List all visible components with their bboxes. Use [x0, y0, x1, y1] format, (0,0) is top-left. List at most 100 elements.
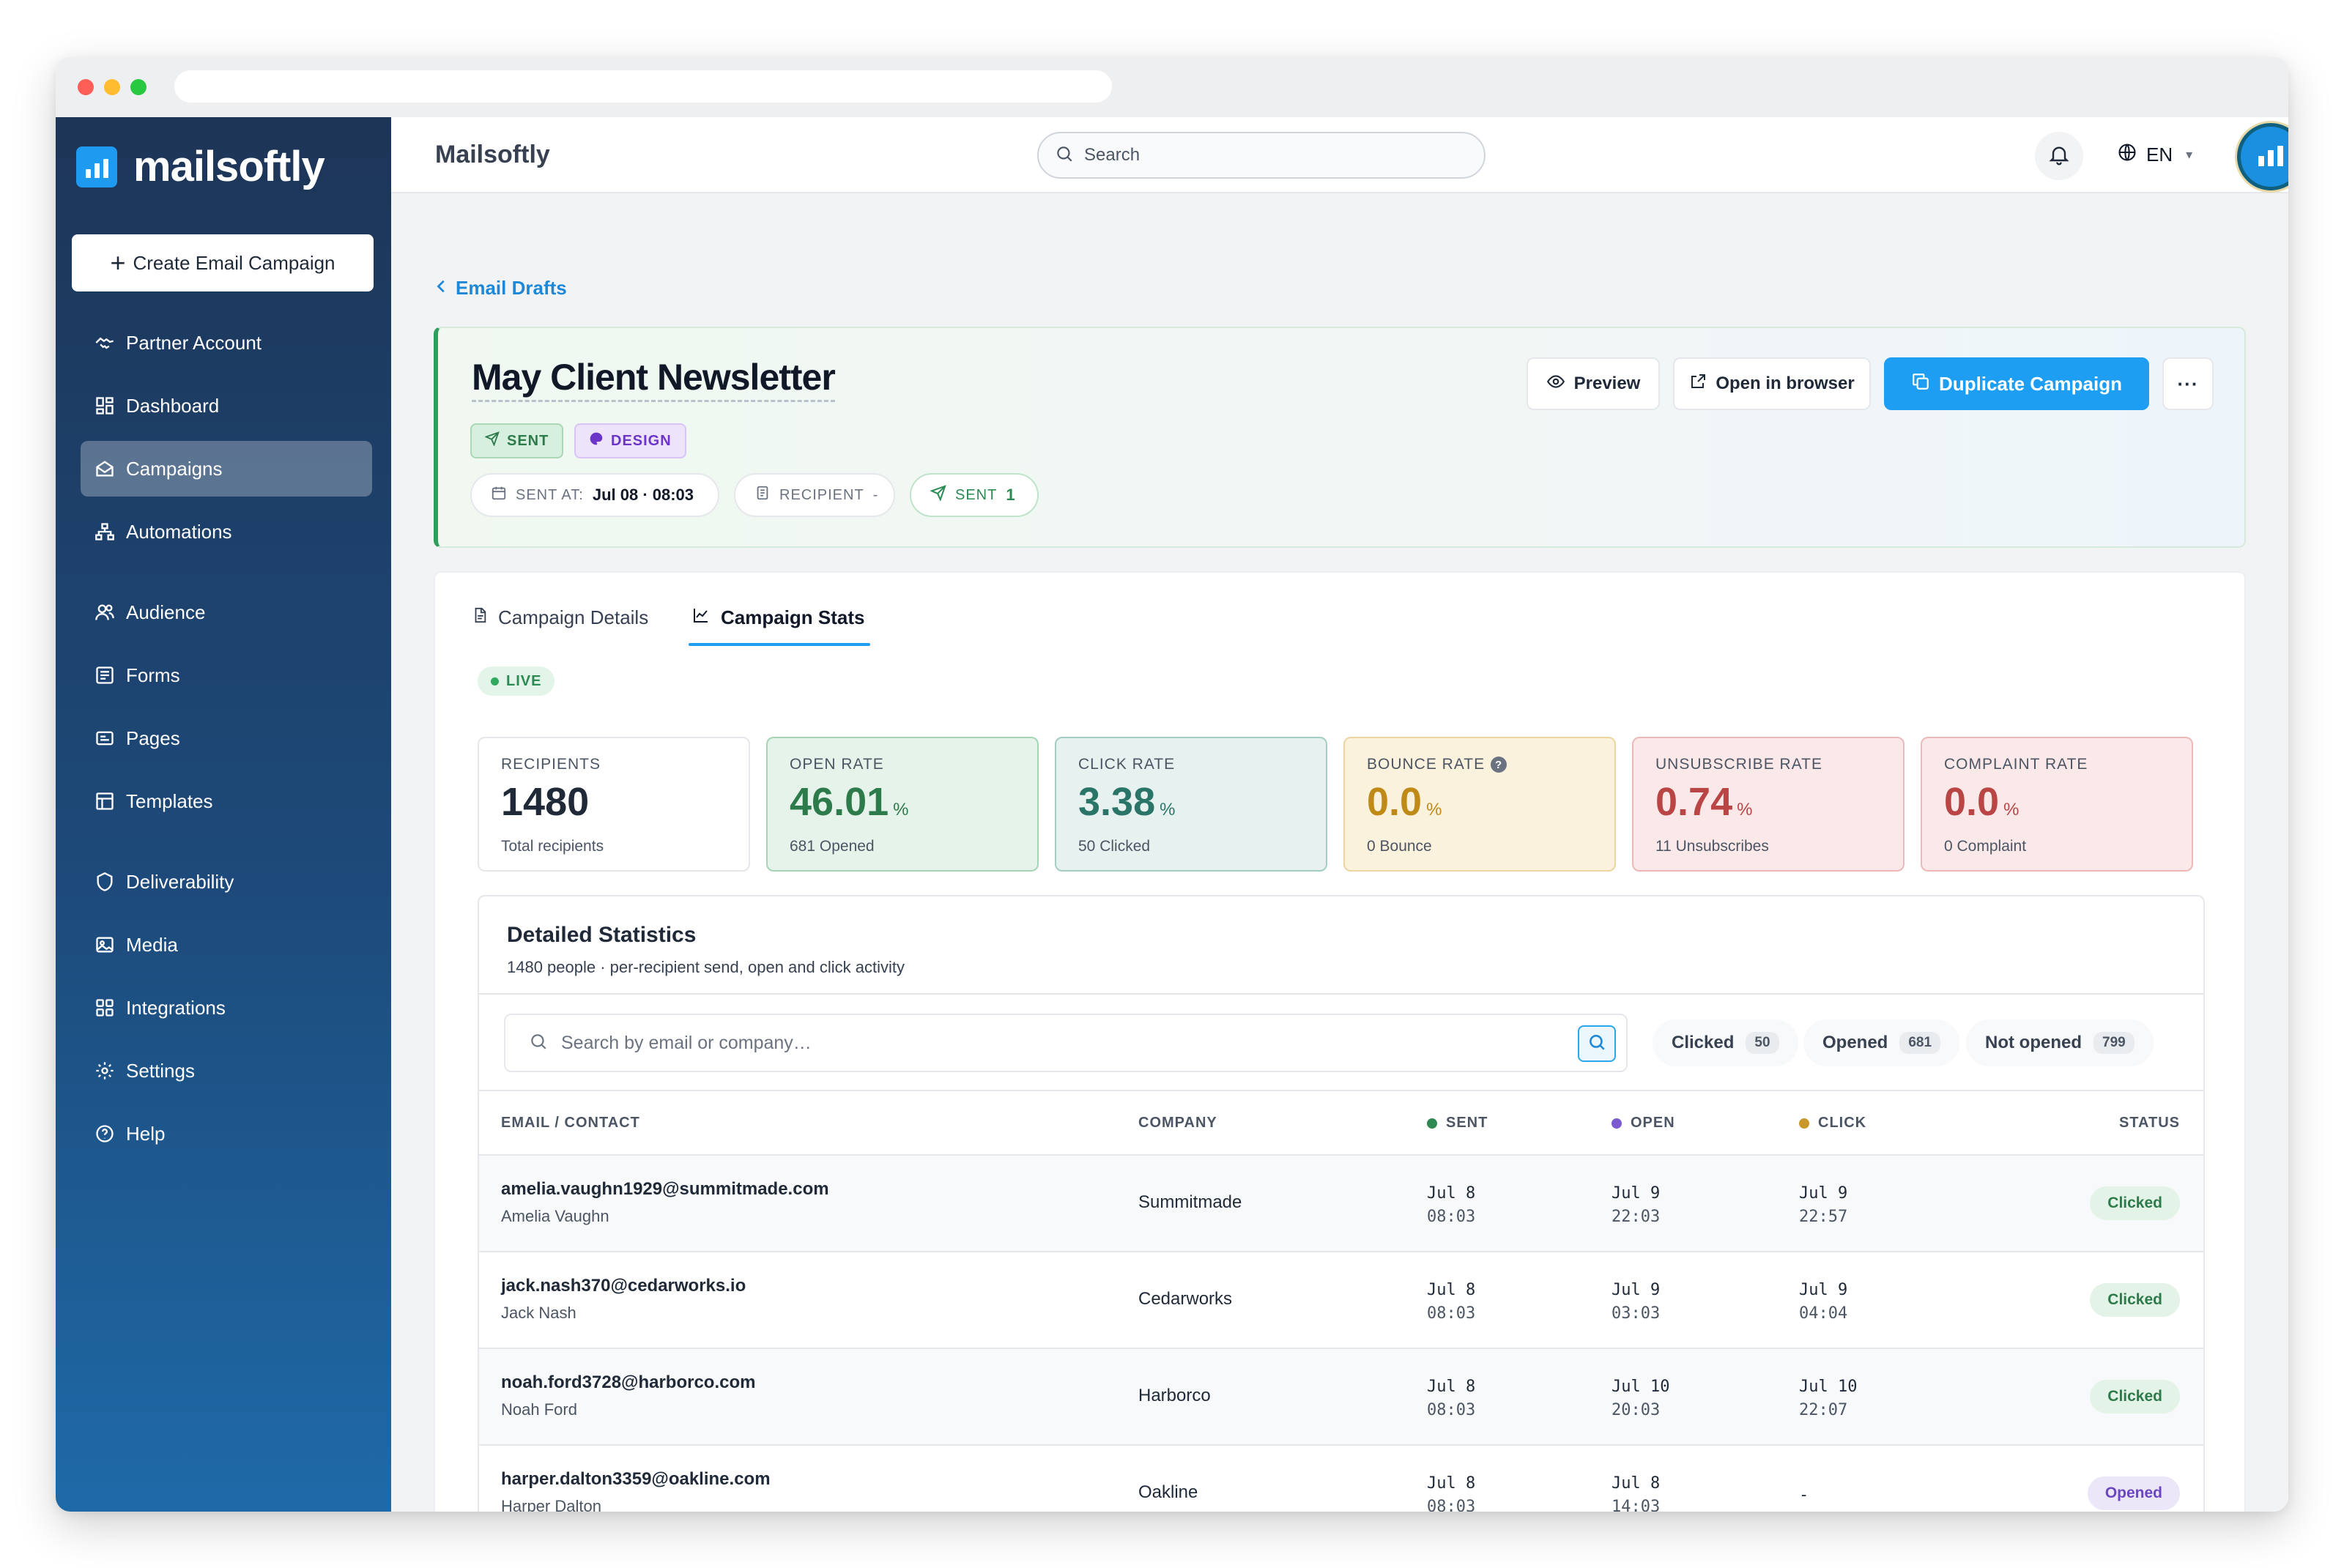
- click-time: 04:04: [1799, 1304, 1848, 1323]
- line-chart-icon: [691, 606, 711, 629]
- sent-count-chip: SENT 1: [910, 473, 1039, 517]
- recipient-label: RECIPIENT: [779, 486, 864, 503]
- search-submit-button[interactable]: [1578, 1025, 1616, 1062]
- tab-campaign-stats[interactable]: Campaign Stats: [691, 606, 865, 629]
- click-timestamp: -: [1799, 1484, 1809, 1507]
- table-row[interactable]: harper.dalton3359@oakline.com Harper Dal…: [479, 1444, 2203, 1512]
- stat-number: 1480: [501, 780, 590, 824]
- minimize-window-button[interactable]: [104, 79, 120, 95]
- browser-window: mailsoftly + Create Email Campaign Partn…: [56, 57, 2288, 1512]
- search-input[interactable]: [1084, 145, 1450, 166]
- sent-dot-icon: [1427, 1118, 1437, 1129]
- breadcrumb-label: Email Drafts: [456, 277, 567, 299]
- recipient-company: Summitmade: [1138, 1192, 1242, 1212]
- recipient-email: harper.dalton3359@oakline.com: [501, 1469, 771, 1489]
- column-header-email[interactable]: EMAIL / CONTACT: [501, 1115, 640, 1132]
- sent-time: 08:03: [1427, 1401, 1476, 1419]
- sent-time: 08:03: [1427, 1498, 1476, 1512]
- stat-value: 1480: [501, 779, 589, 825]
- sidebar-item-forms[interactable]: Forms: [81, 647, 372, 703]
- sidebar-item-label: Partner Account: [126, 331, 262, 354]
- column-header-open[interactable]: OPEN: [1612, 1115, 1675, 1132]
- sidebar-item-dashboard[interactable]: Dashboard: [81, 378, 372, 434]
- column-header-label: STATUS: [2118, 1115, 2180, 1131]
- more-options-button[interactable]: ···: [2162, 357, 2214, 410]
- maximize-window-button[interactable]: [130, 79, 146, 95]
- close-window-button[interactable]: [78, 79, 94, 95]
- detailed-statistics-subtitle: 1480 people · per-recipient send, open a…: [507, 958, 905, 976]
- page-icon: [94, 727, 116, 749]
- sidebar-item-label: Campaigns: [126, 457, 223, 480]
- filter-label: Not opened: [1985, 1033, 2082, 1052]
- click-timestamp: Jul 9 04:04: [1799, 1279, 1847, 1326]
- recipient-name: Amelia Vaughn: [501, 1207, 609, 1225]
- stat-number: 3.38: [1078, 780, 1156, 824]
- create-email-campaign-button[interactable]: + Create Email Campaign: [72, 234, 374, 291]
- active-tab-indicator: [689, 643, 870, 646]
- sidebar-item-settings[interactable]: Settings: [81, 1043, 372, 1099]
- address-bar[interactable]: [174, 70, 1112, 103]
- search-icon: [1587, 1033, 1606, 1055]
- sidebar-item-deliverability[interactable]: Deliverability: [81, 854, 372, 910]
- divider: [479, 1090, 2203, 1091]
- column-header-sent[interactable]: SENT: [1427, 1115, 1488, 1132]
- global-search[interactable]: [1037, 132, 1486, 179]
- open-time: 03:03: [1612, 1304, 1661, 1323]
- sidebar-item-label: Audience: [126, 601, 206, 623]
- open-timestamp: Jul 10 20:03: [1612, 1375, 1669, 1422]
- preview-button[interactable]: Preview: [1527, 357, 1660, 410]
- table-row[interactable]: jack.nash370@cedarworks.io Jack Nash Ced…: [479, 1251, 2203, 1348]
- open-in-browser-label: Open in browser: [1716, 374, 1855, 393]
- live-label: LIVE: [506, 672, 542, 689]
- search-icon: [529, 1032, 548, 1055]
- recipient-search[interactable]: [504, 1014, 1628, 1072]
- sidebar-item-help[interactable]: Help: [81, 1106, 372, 1162]
- filter-count: 681: [1899, 1032, 1941, 1054]
- filter-opened[interactable]: Opened 681: [1803, 1019, 1960, 1066]
- table-row[interactable]: noah.ford3728@harborco.com Noah Ford Har…: [479, 1348, 2203, 1444]
- open-date: Jul 8: [1612, 1474, 1661, 1493]
- open-in-browser-button[interactable]: Open in browser: [1673, 357, 1871, 410]
- sidebar-item-pages[interactable]: Pages: [81, 710, 372, 766]
- sidebar-item-partner-account[interactable]: Partner Account: [81, 315, 372, 371]
- sent-timestamp: Jul 8 08:03: [1427, 1279, 1475, 1326]
- campaign-title[interactable]: May Client Newsletter: [472, 356, 836, 402]
- duplicate-campaign-button[interactable]: Duplicate Campaign: [1884, 357, 2149, 410]
- open-date: Jul 9: [1612, 1281, 1661, 1299]
- sent-time: 08:03: [1427, 1304, 1476, 1323]
- live-badge: LIVE: [478, 666, 555, 696]
- recipient-name: Harper Dalton: [501, 1497, 601, 1512]
- chevron-left-icon: [434, 277, 450, 300]
- column-header-click[interactable]: CLICK: [1799, 1115, 1866, 1132]
- template-icon: [94, 790, 116, 812]
- stat-card-open-rate: OPEN RATE 46.01% 681 Opened: [766, 737, 1039, 872]
- open-timestamp: Jul 9 22:03: [1612, 1182, 1660, 1229]
- recipient-search-input[interactable]: [561, 1032, 1513, 1054]
- help-icon[interactable]: ?: [1491, 757, 1507, 773]
- sidebar-item-audience[interactable]: Audience: [81, 584, 372, 640]
- back-to-email-drafts-link[interactable]: Email Drafts: [434, 277, 567, 300]
- column-header-status[interactable]: STATUS: [2119, 1115, 2180, 1132]
- filter-clicked[interactable]: Clicked 50: [1653, 1019, 1798, 1066]
- tab-campaign-details[interactable]: Campaign Details: [472, 606, 648, 629]
- sidebar-item-automations[interactable]: Automations: [81, 504, 372, 560]
- column-header-company[interactable]: COMPANY: [1138, 1115, 1217, 1132]
- sidebar-item-templates[interactable]: Templates: [81, 773, 372, 829]
- table-row[interactable]: amelia.vaughn1929@summitmade.com Amelia …: [479, 1154, 2203, 1251]
- click-date: -: [1799, 1486, 1809, 1504]
- sidebar-item-campaigns[interactable]: Campaigns: [81, 441, 372, 497]
- stat-label: RECIPIENTS: [501, 756, 601, 773]
- notifications-button[interactable]: [2035, 132, 2083, 180]
- user-avatar[interactable]: [2237, 123, 2288, 190]
- recipient-email: jack.nash370@cedarworks.io: [501, 1276, 746, 1296]
- filter-not-opened[interactable]: Not opened 799: [1966, 1019, 2154, 1066]
- language-selector[interactable]: EN ▾: [2117, 142, 2192, 168]
- recipient-email: amelia.vaughn1929@summitmade.com: [501, 1179, 829, 1199]
- status-badge: Clicked: [2090, 1380, 2180, 1413]
- table-header: EMAIL / CONTACT COMPANY SENT OPEN CLICK …: [479, 1091, 2203, 1154]
- sidebar-item-media[interactable]: Media: [81, 917, 372, 973]
- recipient-email: noah.ford3728@harborco.com: [501, 1372, 756, 1392]
- stat-value: 0.0%: [1367, 779, 1442, 825]
- brand-logo[interactable]: mailsoftly: [76, 142, 325, 191]
- sidebar-item-integrations[interactable]: Integrations: [81, 980, 372, 1036]
